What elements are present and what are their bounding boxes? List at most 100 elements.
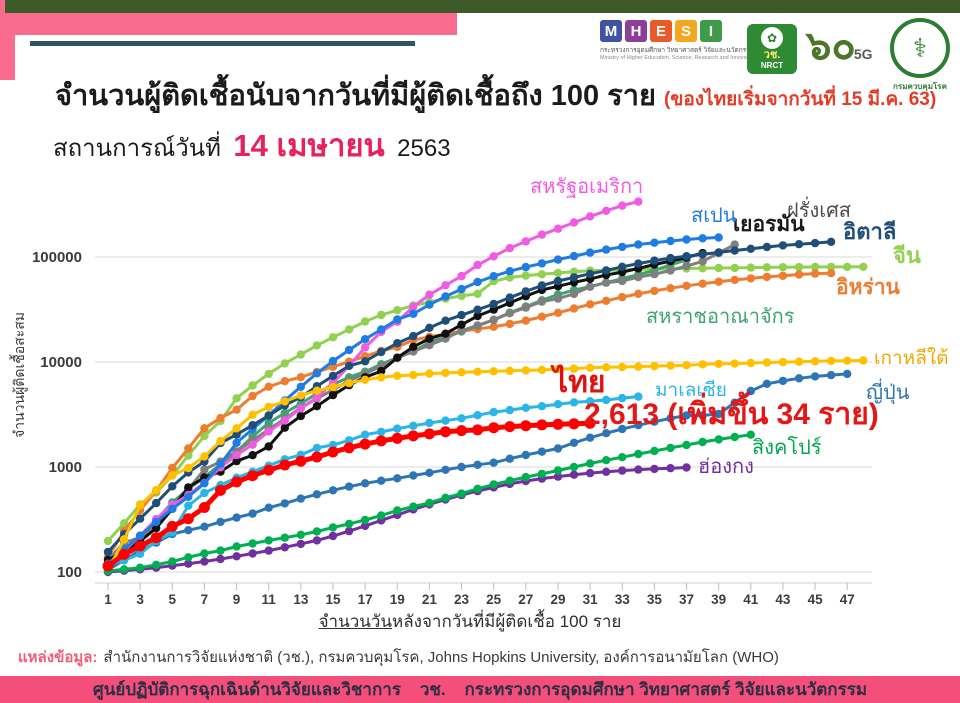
series-point-korea bbox=[441, 368, 450, 378]
series-point-japan bbox=[778, 376, 788, 386]
series-point-italy bbox=[618, 262, 627, 271]
series-point-germany bbox=[377, 366, 386, 376]
mhesi-letter-m: M bbox=[600, 20, 622, 42]
series-point-usa bbox=[505, 243, 514, 253]
series-point-hongkong bbox=[344, 526, 354, 536]
series-point-thailand bbox=[150, 532, 162, 544]
series-point-singapore bbox=[280, 533, 289, 542]
series-point-iran bbox=[489, 322, 498, 331]
series-point-china bbox=[457, 291, 466, 301]
series-point-malaysia bbox=[135, 549, 145, 558]
series-point-thailand bbox=[440, 426, 451, 438]
series-point-singapore bbox=[457, 489, 466, 498]
series-point-italy bbox=[344, 361, 354, 371]
series-point-iran bbox=[280, 377, 289, 386]
series-point-iran bbox=[666, 284, 675, 293]
series-point-japan bbox=[505, 454, 514, 463]
x-tick-label-27: 27 bbox=[518, 592, 533, 607]
series-point-malaysia bbox=[184, 501, 193, 510]
series-point-usa bbox=[296, 404, 305, 413]
series-point-singapore bbox=[441, 493, 450, 502]
series-point-china bbox=[537, 270, 547, 279]
series-point-spain bbox=[360, 335, 370, 344]
series-point-malaysia bbox=[312, 443, 322, 453]
series-point-spain bbox=[666, 236, 675, 246]
series-point-china bbox=[730, 263, 739, 273]
series-point-korea bbox=[794, 357, 804, 366]
x-tick-label-31: 31 bbox=[583, 592, 599, 607]
series-point-korea bbox=[312, 386, 322, 395]
series-point-italy bbox=[537, 281, 547, 290]
subtitle-prefix: สถานการณ์วันที่ bbox=[53, 135, 221, 162]
series-point-japan bbox=[248, 509, 257, 518]
series-point-korea bbox=[168, 471, 177, 480]
series-point-usa bbox=[569, 218, 579, 227]
series-point-italy bbox=[409, 331, 418, 341]
x-tick-label-33: 33 bbox=[615, 592, 631, 607]
series-point-thailand bbox=[584, 417, 596, 429]
mhesi-letter-i: I bbox=[700, 20, 722, 42]
series-point-korea bbox=[360, 375, 370, 384]
x-tick-label-9: 9 bbox=[233, 592, 241, 607]
series-point-thailand bbox=[279, 459, 291, 471]
series-point-france bbox=[425, 341, 434, 350]
series-point-france bbox=[698, 257, 707, 266]
series-point-iran bbox=[553, 308, 563, 317]
series-point-france bbox=[585, 282, 595, 291]
nrct-60th-5g-logo: ๖๐5G bbox=[806, 22, 881, 77]
series-point-spain bbox=[152, 517, 161, 527]
series-line-france bbox=[106, 243, 736, 562]
series-point-hongkong bbox=[328, 531, 338, 541]
x-tick-label-17: 17 bbox=[358, 592, 373, 607]
data-source-prefix: แหล่งข้อมูล: bbox=[18, 649, 98, 666]
series-point-singapore bbox=[152, 560, 161, 569]
series-point-hongkong bbox=[296, 539, 305, 549]
series-point-korea bbox=[489, 367, 498, 376]
series-point-singapore bbox=[537, 469, 547, 479]
series-point-china bbox=[810, 262, 820, 272]
series-point-malaysia bbox=[489, 407, 498, 417]
series-point-korea bbox=[232, 424, 241, 433]
series-point-hongkong bbox=[666, 464, 675, 473]
series-point-usa bbox=[618, 201, 627, 210]
series-point-korea bbox=[280, 397, 289, 406]
series-point-japan bbox=[328, 486, 338, 495]
series-point-japan bbox=[184, 526, 193, 535]
series-point-spain bbox=[521, 262, 530, 272]
series-point-japan bbox=[377, 476, 386, 485]
series-point-iran bbox=[810, 269, 820, 278]
series-point-thailand bbox=[198, 502, 210, 513]
series-point-korea bbox=[425, 369, 434, 378]
series-point-italy bbox=[585, 269, 595, 278]
series-point-malaysia bbox=[393, 424, 402, 433]
series-point-japan bbox=[746, 386, 755, 396]
series-point-spain bbox=[602, 245, 611, 254]
series-point-spain bbox=[328, 356, 338, 366]
series-point-hongkong bbox=[264, 546, 273, 555]
subtitle-year: 2563 bbox=[397, 135, 451, 162]
series-point-france bbox=[521, 303, 530, 312]
series-point-singapore bbox=[602, 456, 611, 465]
series-point-hongkong bbox=[360, 521, 370, 531]
series-point-spain bbox=[457, 284, 466, 294]
series-point-japan bbox=[216, 517, 225, 527]
series-point-malaysia bbox=[585, 397, 595, 406]
footer-bar: ศูนย์ปฏิบัติการฉุกเฉินด้านวิจัยและวิชากา… bbox=[0, 676, 960, 703]
series-point-spain bbox=[168, 504, 177, 513]
series-point-thailand bbox=[134, 540, 146, 552]
series-point-korea bbox=[152, 485, 161, 495]
series-point-japan bbox=[344, 482, 354, 491]
series-point-spain bbox=[344, 345, 354, 355]
series-point-italy bbox=[553, 276, 563, 286]
series-point-usa bbox=[248, 440, 257, 449]
covid-line-chart: 100 1000 10000 100000 1 3 5 7 9 11 13 15 17 19 21 23 25 2… bbox=[0, 170, 960, 640]
series-point-france bbox=[569, 289, 579, 299]
series-point-italy bbox=[602, 266, 611, 275]
series-point-singapore bbox=[666, 443, 675, 453]
series-point-singapore bbox=[585, 459, 595, 468]
title-underline-rule bbox=[30, 41, 415, 46]
series-point-china bbox=[843, 262, 852, 272]
series-point-malaysia bbox=[634, 392, 643, 401]
series-point-usa bbox=[537, 230, 547, 239]
y-tick-label-10000: 10000 bbox=[40, 354, 82, 371]
